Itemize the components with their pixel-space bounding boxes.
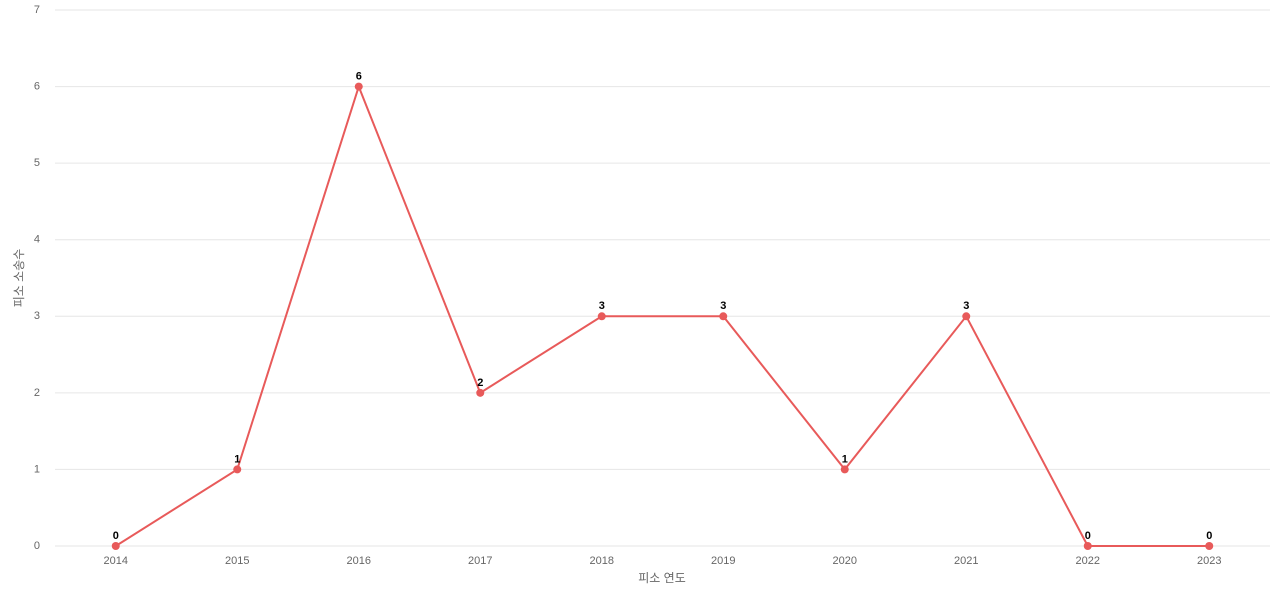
y-tick-label: 2 — [34, 387, 40, 399]
x-axis-title: 피소 연도 — [638, 571, 686, 585]
x-tick-label: 2021 — [954, 555, 978, 567]
data-point — [962, 312, 971, 321]
data-label: 1 — [234, 453, 240, 465]
data-point — [111, 542, 120, 550]
data-point — [233, 465, 242, 474]
data-point — [476, 388, 485, 397]
y-tick-label: 6 — [34, 80, 40, 92]
data-label: 0 — [113, 530, 119, 542]
x-tick-label: 2018 — [590, 555, 614, 567]
data-label: 2 — [477, 377, 483, 389]
y-tick-label: 5 — [34, 157, 40, 169]
data-point — [719, 312, 728, 321]
data-point — [597, 312, 606, 321]
x-tick-label: 2017 — [468, 555, 492, 567]
data-point — [1083, 542, 1092, 550]
y-tick-label: 4 — [34, 234, 40, 246]
x-tick-label: 2023 — [1197, 555, 1221, 567]
x-tick-label: 2022 — [1076, 555, 1100, 567]
data-label: 1 — [842, 453, 848, 465]
data-line — [115, 83, 1210, 547]
data-point — [1205, 542, 1214, 550]
x-tick-label: 2016 — [347, 555, 371, 567]
y-tick-label: 7 — [34, 4, 40, 16]
x-tick-label: 2020 — [833, 555, 857, 567]
data-label: 3 — [599, 300, 605, 312]
data-label: 3 — [963, 300, 969, 312]
x-tick-label: 2015 — [225, 555, 249, 567]
data-point — [354, 82, 363, 91]
data-point — [840, 465, 849, 474]
y-tick-label: 0 — [34, 540, 40, 552]
y-axis-title: 피소 소송수 — [12, 249, 26, 308]
x-tick-label: 2019 — [711, 555, 735, 567]
y-tick-label: 3 — [34, 310, 40, 322]
data-label: 6 — [356, 70, 362, 82]
data-label: 3 — [720, 300, 726, 312]
y-tick-label: 1 — [34, 463, 40, 475]
x-tick-label: 2014 — [104, 555, 128, 567]
data-label: 0 — [1085, 530, 1091, 542]
data-label: 0 — [1206, 530, 1212, 542]
